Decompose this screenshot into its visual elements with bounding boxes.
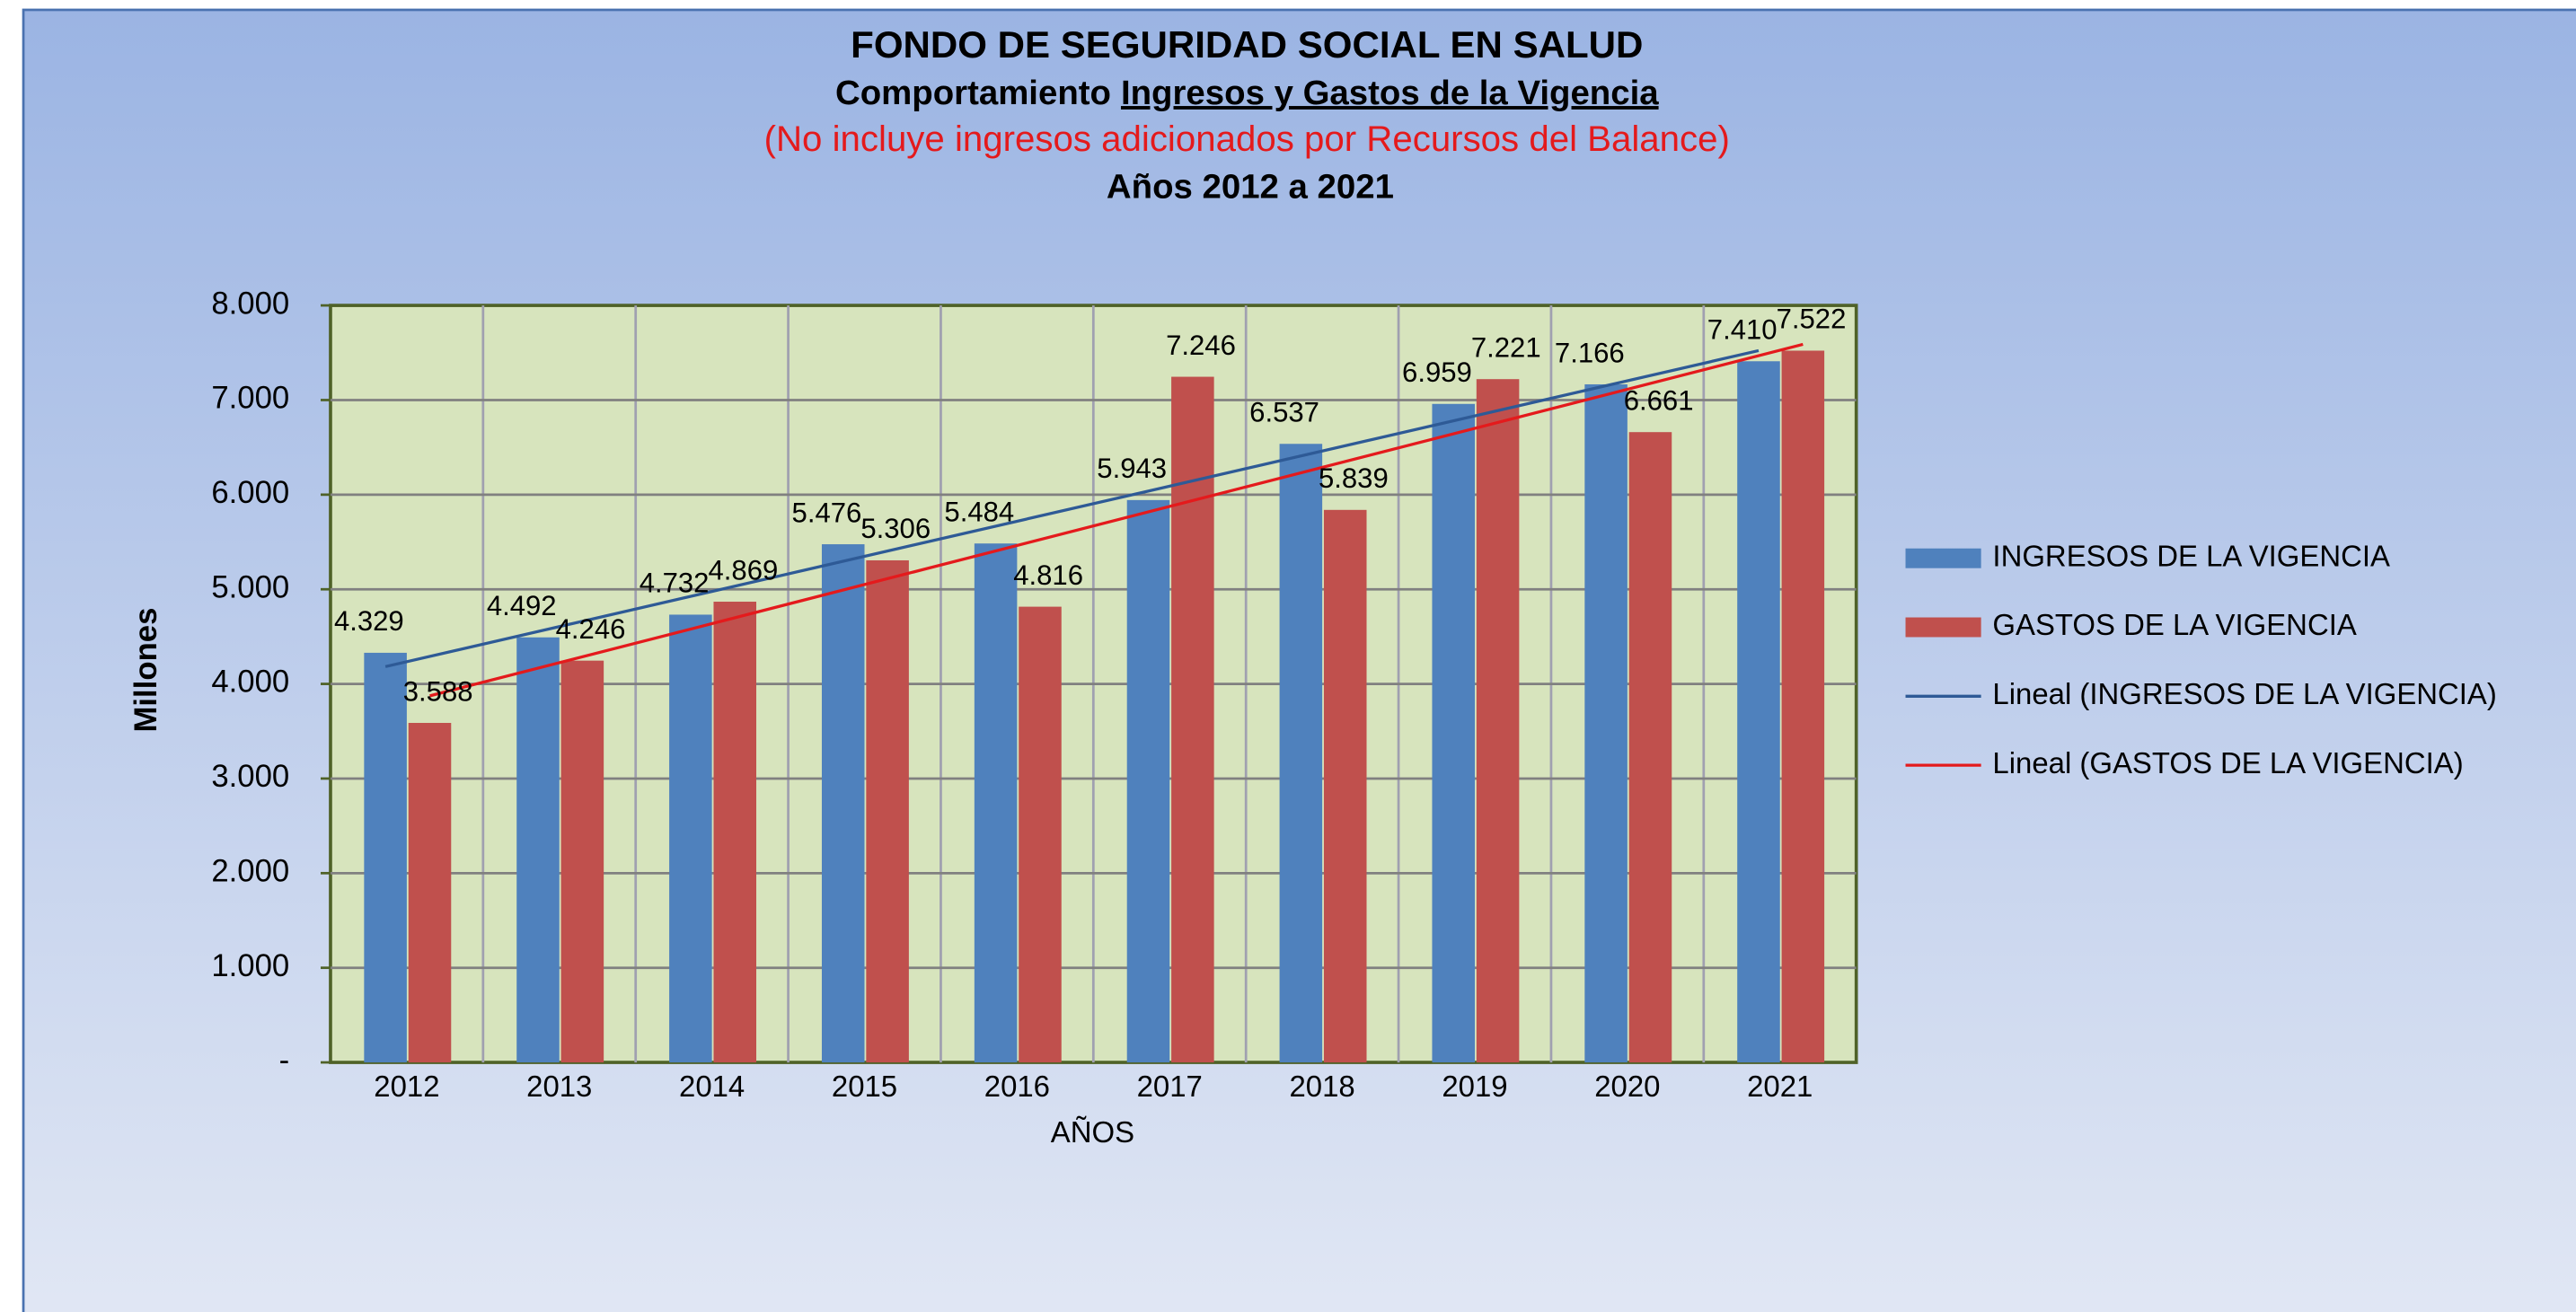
bar <box>974 543 1018 1063</box>
data-label: 3.588 <box>403 675 473 707</box>
subtitle-underlined: Ingresos y Gastos de la Vigencia <box>1121 74 1659 112</box>
bar <box>866 559 909 1063</box>
chart-title: FONDO DE SEGURIDAD SOCIAL EN SALUD <box>851 23 1643 66</box>
data-label: 5.839 <box>1319 462 1389 494</box>
y-tick-label: - <box>279 1043 290 1078</box>
data-label: 4.869 <box>708 554 778 586</box>
bar <box>1171 376 1214 1063</box>
data-label: 4.816 <box>1013 559 1083 591</box>
data-label: 4.246 <box>556 613 626 645</box>
y-axis-label: Millones <box>129 608 163 733</box>
x-tick-label: 2019 <box>1442 1070 1507 1103</box>
x-tick-label: 2021 <box>1747 1070 1813 1103</box>
bar <box>1126 499 1170 1063</box>
bar <box>1476 379 1520 1063</box>
y-tick-label: 1.000 <box>211 949 289 983</box>
bar <box>1737 361 1780 1063</box>
data-label: 6.959 <box>1402 357 1472 388</box>
data-label: 4.492 <box>487 590 557 621</box>
trend-line <box>384 348 1760 668</box>
data-label: 6.537 <box>1249 397 1319 428</box>
bar <box>560 660 604 1063</box>
legend-label: Lineal (INGRESOS DE LA VIGENCIA) <box>1992 677 2496 710</box>
x-tick-label: 2014 <box>679 1070 745 1103</box>
legend-label: Lineal (GASTOS DE LA VIGENCIA) <box>1992 746 2463 779</box>
data-label: 5.306 <box>860 513 931 544</box>
bar <box>1323 509 1367 1063</box>
data-label: 7.221 <box>1471 331 1541 363</box>
x-tick-label: 2015 <box>832 1070 897 1103</box>
bar <box>1019 606 1062 1063</box>
data-label: 5.476 <box>792 497 862 528</box>
bar <box>821 544 865 1063</box>
subtitle-text: Comportamiento <box>835 74 1111 112</box>
y-tick-label: 2.000 <box>211 854 289 888</box>
legend-label: INGRESOS DE LA VIGENCIA <box>1992 539 2390 572</box>
bar <box>1279 444 1323 1063</box>
bar <box>713 602 757 1063</box>
legend-swatch <box>1905 617 1981 638</box>
data-label: 4.329 <box>334 605 404 637</box>
data-label: 5.943 <box>1097 453 1167 484</box>
bar <box>364 652 407 1063</box>
data-label: 7.410 <box>1707 314 1778 346</box>
y-tick-label: 8.000 <box>211 286 289 321</box>
x-tick-label: 2018 <box>1290 1070 1355 1103</box>
y-tick-label: 4.000 <box>211 665 289 700</box>
x-tick-label: 2013 <box>526 1070 592 1103</box>
y-tick-label: 7.000 <box>211 382 289 416</box>
y-tick-label: 6.000 <box>211 476 289 510</box>
x-tick-label: 2012 <box>374 1070 439 1103</box>
x-tick-label: 2016 <box>984 1070 1050 1103</box>
bar <box>669 614 712 1063</box>
trend-line <box>429 342 1804 698</box>
x-tick-label: 2020 <box>1594 1070 1660 1103</box>
data-label: 7.522 <box>1777 304 1847 335</box>
bar <box>1781 350 1825 1063</box>
x-tick-label: 2017 <box>1137 1070 1203 1103</box>
data-label: 4.732 <box>640 568 710 599</box>
bar <box>1432 403 1475 1063</box>
x-axis-label: AÑOS <box>1051 1115 1134 1149</box>
data-label: 7.166 <box>1555 337 1625 368</box>
y-tick-label: 5.000 <box>211 570 289 604</box>
legend-label: GASTOS DE LA VIGENCIA <box>1992 608 2356 641</box>
data-label: 7.246 <box>1166 330 1236 361</box>
data-label: 5.484 <box>944 497 1014 528</box>
chart-subtitle2: Años 2012 a 2021 <box>1107 167 1394 206</box>
bar <box>1584 383 1628 1063</box>
legend-swatch <box>1905 548 1981 568</box>
chart-subtitle: Comportamiento Ingresos y Gastos de la Vi… <box>835 74 1659 112</box>
bar <box>516 637 560 1063</box>
data-label: 6.661 <box>1624 384 1694 416</box>
y-tick-label: 3.000 <box>211 760 289 794</box>
bar <box>1628 432 1672 1063</box>
chart-note: (No incluye ingresos adicionados por Rec… <box>764 119 1730 159</box>
bar <box>408 722 452 1063</box>
